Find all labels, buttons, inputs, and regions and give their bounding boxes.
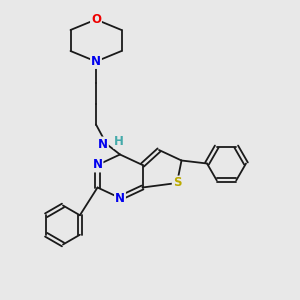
Text: N: N — [98, 137, 108, 151]
Text: N: N — [115, 191, 125, 205]
Text: O: O — [91, 13, 101, 26]
Text: N: N — [91, 55, 101, 68]
Text: S: S — [173, 176, 181, 190]
Text: H: H — [114, 135, 124, 148]
Text: N: N — [92, 158, 103, 172]
